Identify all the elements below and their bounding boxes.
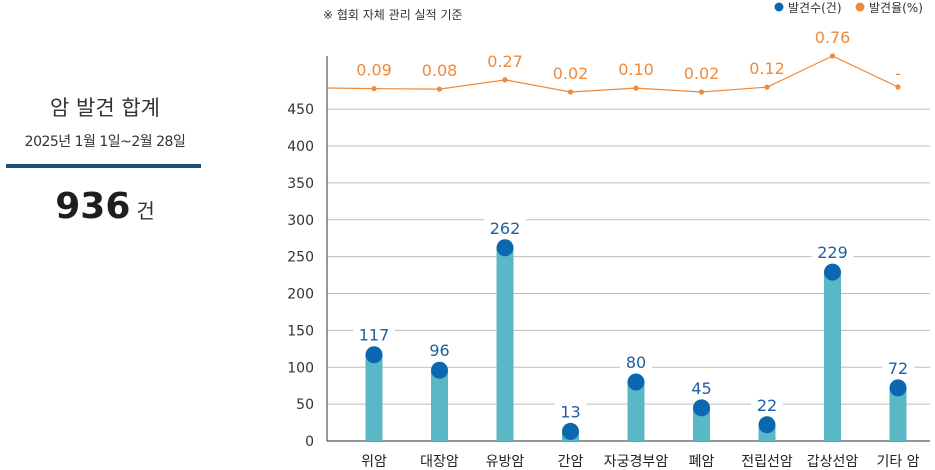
x-category-label: 갑상선암 xyxy=(807,454,859,470)
bar xyxy=(431,370,448,441)
total-unit: 건 xyxy=(136,199,155,223)
y-tick-label: 50 xyxy=(296,397,314,413)
bar-value-label: 229 xyxy=(817,243,848,262)
chart-legend: 발견수(건) 발견율(%) xyxy=(774,1,923,15)
bar xyxy=(693,407,710,441)
bar xyxy=(496,247,514,441)
y-tick-label: 400 xyxy=(287,139,314,155)
y-tick-label: 250 xyxy=(287,250,314,266)
rate-point xyxy=(436,86,443,92)
x-category-label: 자궁경부암 xyxy=(604,454,669,470)
bar-value-label: 22 xyxy=(757,396,777,415)
rate-value-label: - xyxy=(895,64,901,83)
rate-value-label: 0.10 xyxy=(618,60,654,79)
summary-panel: 암 발견 합계 2025년 1월 1일~2월 28일 936 건 xyxy=(0,0,210,470)
bar-value-label: 80 xyxy=(626,353,646,372)
bar-value-label: 262 xyxy=(490,219,521,238)
bar-marker xyxy=(562,422,579,440)
rate-point xyxy=(502,77,508,83)
bar-marker xyxy=(627,373,645,391)
rate-point xyxy=(567,89,574,95)
bar-marker xyxy=(431,361,448,379)
x-category-label: 전립선암 xyxy=(741,454,793,470)
bar-marker xyxy=(365,346,383,364)
bar-value-label: 45 xyxy=(691,379,711,398)
rate-value-label: 0.76 xyxy=(815,28,851,47)
y-axis: 0 50 100 150 200 250 300 350 400 450 xyxy=(287,56,328,450)
y-tick-label: 200 xyxy=(287,287,314,303)
bar-value-label-bg xyxy=(484,216,526,239)
bar-value-label: 117 xyxy=(359,326,390,345)
x-category-label: 유방암 xyxy=(486,454,525,470)
bar xyxy=(824,272,841,441)
x-category-label: 기타 암 xyxy=(876,454,919,470)
y-tick-label: 100 xyxy=(287,360,314,376)
bar-value-label-bg xyxy=(882,356,914,379)
rate-series: 0.09 0.08 0.27 0.02 0.10 0.02 0.12 0.76 - xyxy=(326,28,901,95)
summary-period: 2025년 1월 1일~2월 28일 xyxy=(24,134,186,150)
bar-marker xyxy=(758,416,776,434)
legend-marker-bar xyxy=(774,2,784,12)
rate-value-label: 0.02 xyxy=(553,64,589,83)
y-tick-label: 300 xyxy=(287,213,314,229)
summary-total: 936 건 xyxy=(0,186,210,227)
legend-label-line: 발견율(%) xyxy=(869,1,923,15)
rate-point xyxy=(764,84,770,90)
bar xyxy=(627,382,645,441)
bar-series: 117 96 262 13 80 45 22 229 72 xyxy=(353,216,914,441)
bar-value-label-bg xyxy=(554,400,587,423)
bar-value-label-bg xyxy=(811,241,854,264)
bar-value-label: 96 xyxy=(429,341,449,360)
y-tick-label: 350 xyxy=(287,176,314,192)
x-category-label: 폐암 xyxy=(689,454,715,470)
rate-line xyxy=(326,55,899,93)
bar-marker xyxy=(824,263,841,281)
x-axis: 위암 대장암 유방암 간암 자궁경부암 폐암 전립선암 갑상선암 기타 암 xyxy=(361,454,920,470)
chart-note: ※ 협회 자체 관리 실적 기준 xyxy=(323,8,463,22)
bar-value-label: 72 xyxy=(888,359,908,378)
y-tick-label: 450 xyxy=(287,102,314,118)
rate-value-label: 0.27 xyxy=(487,52,523,71)
x-category-label: 위암 xyxy=(361,454,387,470)
bar-value-label-bg xyxy=(685,376,718,399)
y-tick-label: 150 xyxy=(287,323,314,339)
bar-marker xyxy=(693,399,710,417)
bar xyxy=(889,387,907,441)
bar-value-label: 13 xyxy=(560,402,580,421)
bar-marker xyxy=(889,379,907,397)
bar-value-label-bg xyxy=(751,393,783,416)
rate-value-label: 0.12 xyxy=(749,59,785,78)
rate-value-label: 0.02 xyxy=(684,64,720,83)
rate-point xyxy=(829,53,836,59)
x-category-label: 대장암 xyxy=(420,454,459,470)
rate-point xyxy=(698,89,705,95)
total-count: 936 xyxy=(55,186,131,227)
bar-value-label-bg xyxy=(620,351,652,373)
bar-marker xyxy=(496,239,514,257)
bar-value-label-bg xyxy=(353,323,395,346)
rate-value-label: 0.09 xyxy=(356,61,392,80)
legend-marker-line xyxy=(855,2,865,12)
summary-title: 암 발견 합계 xyxy=(50,96,160,120)
y-tick-label: 0 xyxy=(305,434,314,450)
summary-divider xyxy=(6,164,201,168)
legend-label-bar: 발견수(건) xyxy=(788,1,842,15)
x-category-label: 간암 xyxy=(558,454,584,470)
rate-point xyxy=(371,86,377,92)
rate-point xyxy=(633,85,639,91)
bar xyxy=(365,354,383,441)
rate-value-label: 0.08 xyxy=(422,61,458,80)
bar-value-label-bg xyxy=(423,339,456,362)
rate-point xyxy=(895,84,901,90)
